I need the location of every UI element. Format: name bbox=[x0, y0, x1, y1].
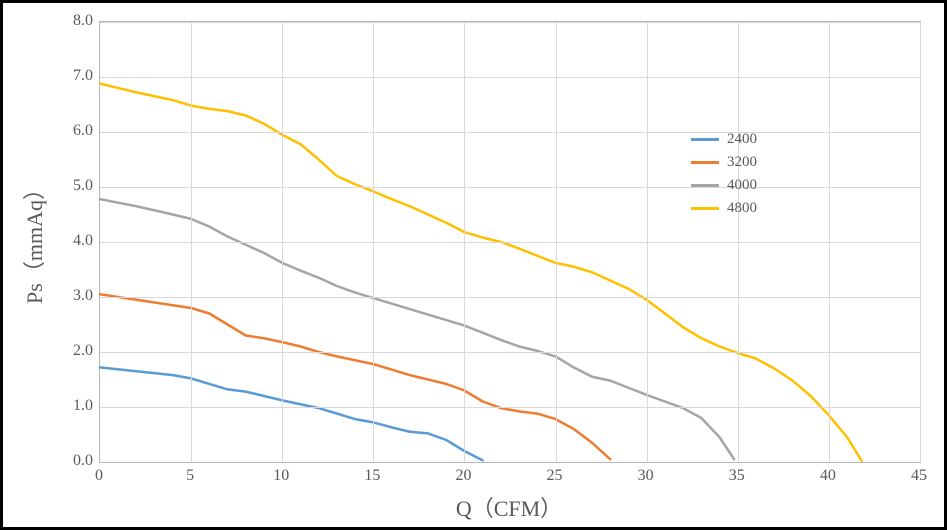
gridline-vertical bbox=[920, 22, 921, 462]
y-tick-label: 1.0 bbox=[59, 397, 93, 415]
y-tick-label: 3.0 bbox=[59, 287, 93, 305]
legend-item-4800: 4800 bbox=[691, 200, 757, 217]
series-line-4000 bbox=[100, 199, 734, 459]
gridline-horizontal bbox=[100, 77, 920, 78]
gridline-horizontal bbox=[100, 22, 920, 23]
x-tick-label: 0 bbox=[95, 467, 103, 485]
x-tick-label: 30 bbox=[638, 467, 654, 485]
gridline-horizontal bbox=[100, 297, 920, 298]
y-tick-label: 4.0 bbox=[59, 232, 93, 250]
y-tick-label: 2.0 bbox=[59, 342, 93, 360]
y-axis-label: Ps（mmAq） bbox=[17, 178, 49, 304]
gridline-horizontal bbox=[100, 242, 920, 243]
legend-label: 4000 bbox=[727, 177, 757, 194]
legend-item-2400: 2400 bbox=[691, 131, 757, 148]
y-tick-label: 6.0 bbox=[59, 122, 93, 140]
x-tick-label: 35 bbox=[729, 467, 745, 485]
gridline-horizontal bbox=[100, 407, 920, 408]
legend-item-3200: 3200 bbox=[691, 154, 757, 171]
x-tick-label: 40 bbox=[820, 467, 836, 485]
legend: 2400 3200 4000 4800 bbox=[691, 131, 757, 223]
x-tick-label: 5 bbox=[186, 467, 194, 485]
x-tick-label: 15 bbox=[364, 467, 380, 485]
x-axis-label: Q（CFM） bbox=[456, 491, 562, 523]
gridline-horizontal bbox=[100, 132, 920, 133]
y-tick-label: 0.0 bbox=[59, 452, 93, 470]
x-tick-label: 20 bbox=[455, 467, 471, 485]
legend-swatch bbox=[691, 138, 719, 141]
legend-swatch bbox=[691, 207, 719, 210]
y-tick-label: 8.0 bbox=[59, 12, 93, 30]
x-tick-label: 10 bbox=[273, 467, 289, 485]
legend-label: 3200 bbox=[727, 154, 757, 171]
plot-area bbox=[99, 21, 921, 463]
x-tick-label: 25 bbox=[547, 467, 563, 485]
legend-item-4000: 4000 bbox=[691, 177, 757, 194]
fan-curve-chart: Q（CFM） Ps（mmAq） 2400 3200 4000 4800 0 5 10 15 2… bbox=[0, 0, 947, 530]
x-tick-label: 45 bbox=[911, 467, 927, 485]
legend-label: 2400 bbox=[727, 131, 757, 148]
y-tick-label: 7.0 bbox=[59, 67, 93, 85]
series-line-2400 bbox=[100, 367, 483, 460]
gridline-horizontal bbox=[100, 352, 920, 353]
y-tick-label: 5.0 bbox=[59, 177, 93, 195]
gridline-horizontal bbox=[100, 187, 920, 188]
legend-label: 4800 bbox=[727, 200, 757, 217]
legend-swatch bbox=[691, 161, 719, 164]
legend-swatch bbox=[691, 184, 719, 187]
